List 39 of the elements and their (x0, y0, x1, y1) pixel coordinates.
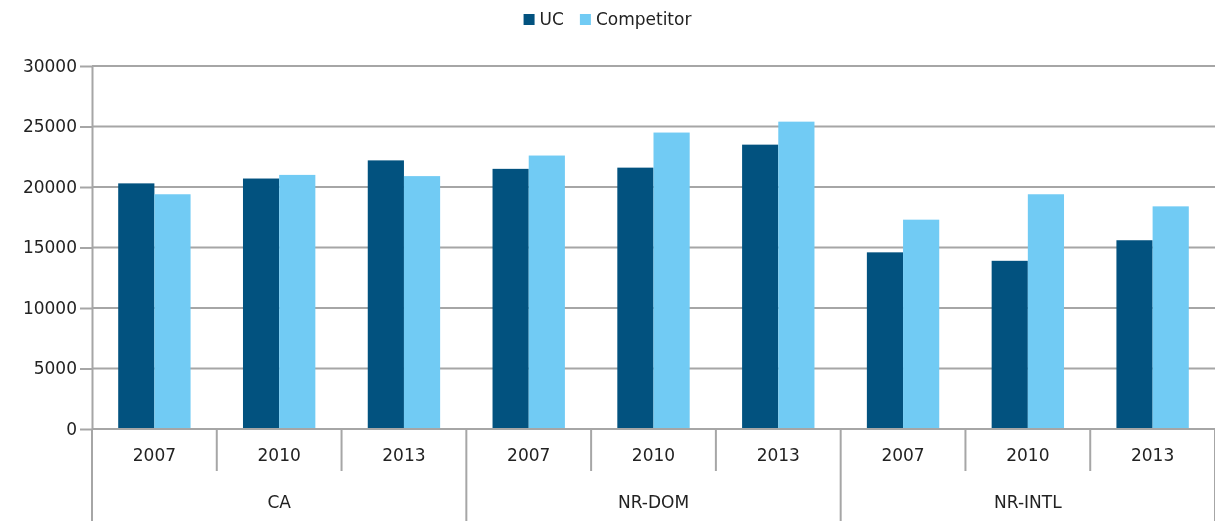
bar (653, 132, 690, 429)
bar (617, 167, 654, 429)
y-tick-label: 20000 (22, 176, 77, 197)
bar (866, 252, 904, 429)
x-tick-label: 2013 (382, 445, 426, 465)
bar (903, 219, 940, 429)
bar (991, 260, 1028, 429)
x-tick-label: 2010 (257, 445, 301, 465)
x-tick-label: 2010 (631, 445, 676, 465)
x-tick-label: 2013 (756, 445, 800, 465)
bar (778, 121, 815, 429)
x-tick-label: 2013 (1130, 445, 1175, 465)
y-tick-label: 5000 (33, 358, 77, 379)
bar (1116, 240, 1153, 429)
x-tick-label: 2007 (507, 445, 551, 465)
text: NR-DOM (617, 492, 690, 512)
y-tick-label: 10000 (22, 297, 77, 318)
bar (742, 144, 779, 429)
x-tick-label: 2007 (132, 445, 177, 465)
text: CA (267, 492, 292, 512)
bar (1152, 206, 1189, 429)
bar (528, 155, 565, 429)
bar (118, 183, 155, 429)
bar (403, 176, 441, 429)
x-tick-label: 2007 (881, 445, 925, 465)
bar (154, 194, 191, 429)
y-tick-label: 15000 (22, 237, 77, 258)
legend-label: Competitor (595, 9, 692, 29)
legend-label: UC (539, 9, 564, 29)
bar (279, 174, 316, 429)
bar (367, 160, 404, 429)
y-tick-label: 0 (66, 418, 77, 439)
y-tick-label: 30000 (22, 55, 77, 76)
bar (242, 178, 280, 429)
text: NR-INTL (994, 492, 1063, 512)
y-tick-label: 25000 (22, 116, 77, 137)
x-tick-label: 2010 (1006, 445, 1050, 465)
bar (492, 168, 529, 429)
bar (1027, 194, 1065, 429)
